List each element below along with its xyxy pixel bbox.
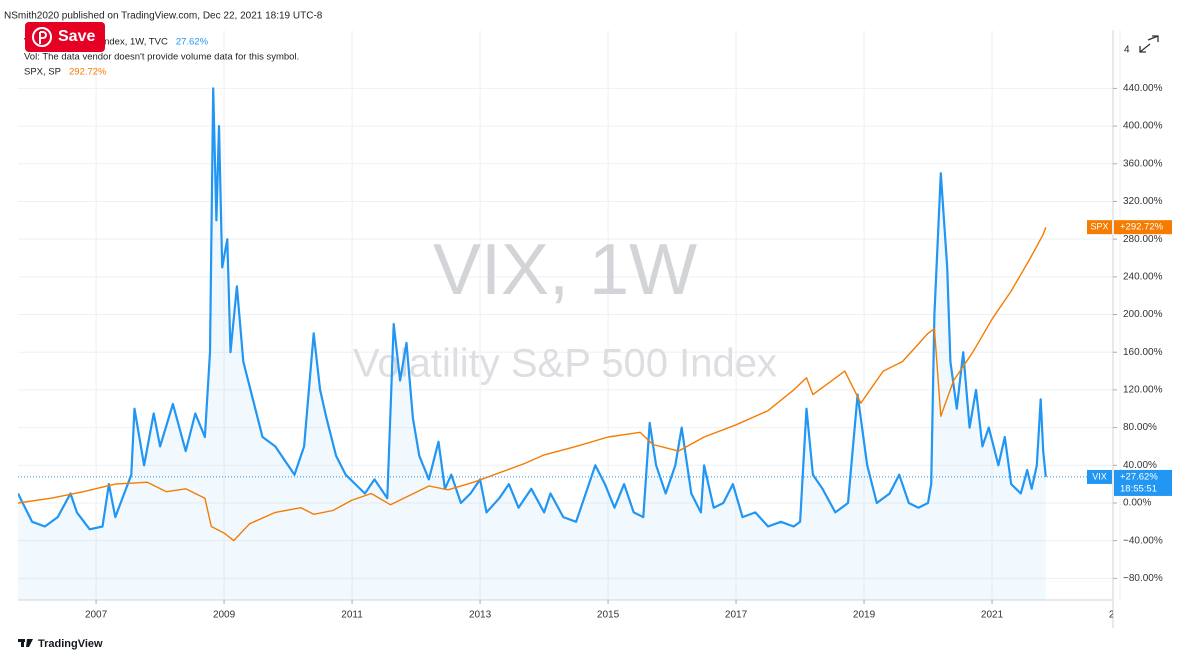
symbol-tag-label: VIX [1092, 471, 1107, 481]
x-tick-label: 2017 [725, 610, 748, 621]
expand-icon[interactable] [1139, 35, 1159, 53]
y-tick-label: 280.00% [1123, 234, 1163, 245]
legend-value: 27.62% [176, 37, 209, 48]
plot [18, 87, 1113, 600]
legend-entry: SPX, SP [24, 67, 61, 78]
y-tick-label: 160.00% [1123, 347, 1163, 358]
grid [18, 30, 1121, 600]
y-tick-label: 0.00% [1123, 498, 1151, 509]
y-tick-label: 80.00% [1123, 422, 1157, 433]
x-tick-label: 2021 [981, 610, 1004, 621]
symbol-tag [1087, 469, 1112, 484]
y-tick-label: 120.00% [1123, 385, 1163, 396]
y-tick-label: −80.00% [1123, 573, 1163, 584]
footer-logo [18, 639, 33, 647]
area-fill [18, 88, 1046, 600]
footer: TradingView [38, 638, 103, 650]
x-tick-label: 2013 [469, 610, 492, 621]
y-tick-label: 400.00% [1123, 121, 1163, 132]
watermark-subtitle: Volatility S&P 500 Index [353, 342, 777, 386]
volume-note: Vol: The data vendor doesn't provide vol… [24, 52, 299, 63]
x-tick-label: 2007 [85, 610, 108, 621]
y-tick-label: 240.00% [1123, 271, 1163, 282]
price-tag [1114, 469, 1172, 496]
countdown-label: 18:55:51 [1120, 483, 1157, 494]
symbol-tag [1087, 220, 1112, 235]
y-tick-label: 320.00% [1123, 196, 1163, 207]
legend-value: 292.72% [69, 67, 107, 78]
header: NSmith2020 published on TradingView.com,… [4, 11, 323, 22]
series-line [18, 226, 1047, 542]
x-tick-label: 2023 [1109, 610, 1132, 621]
x-tick-label: 2019 [853, 610, 876, 621]
x-tick-label: 2009 [213, 610, 236, 621]
y-tick-label: 200.00% [1123, 309, 1163, 320]
save-label[interactable]: Save [58, 28, 95, 45]
series-line [18, 87, 1047, 531]
y-tick-label: −40.00% [1123, 535, 1163, 546]
price-tag [1114, 220, 1172, 235]
y-tick-label: 40.00% [1123, 460, 1157, 471]
save-button[interactable]: Save [25, 22, 105, 52]
x-ticks: 2007 2009 2011 2013 2015 2017 2019 2021 2023 [85, 600, 1132, 621]
y-tick-label: 440.00% [1123, 83, 1163, 94]
price-tag-label: +27.62% [1120, 471, 1158, 482]
x-tick-label: 2015 [597, 610, 620, 621]
x-tick-label: 2011 [341, 610, 363, 621]
corner-label: 4 [1124, 45, 1130, 56]
y-tick-label: 360.00% [1123, 158, 1163, 169]
watermark-title: VIX, 1W [433, 230, 697, 310]
symbol-tag-label: SPX [1090, 222, 1108, 232]
axes: −80.00% −40.00% 0.00% 40.00% 80.00% 120.00% 16… [85, 83, 1172, 621]
price-tag-label: +292.72% [1120, 222, 1164, 233]
